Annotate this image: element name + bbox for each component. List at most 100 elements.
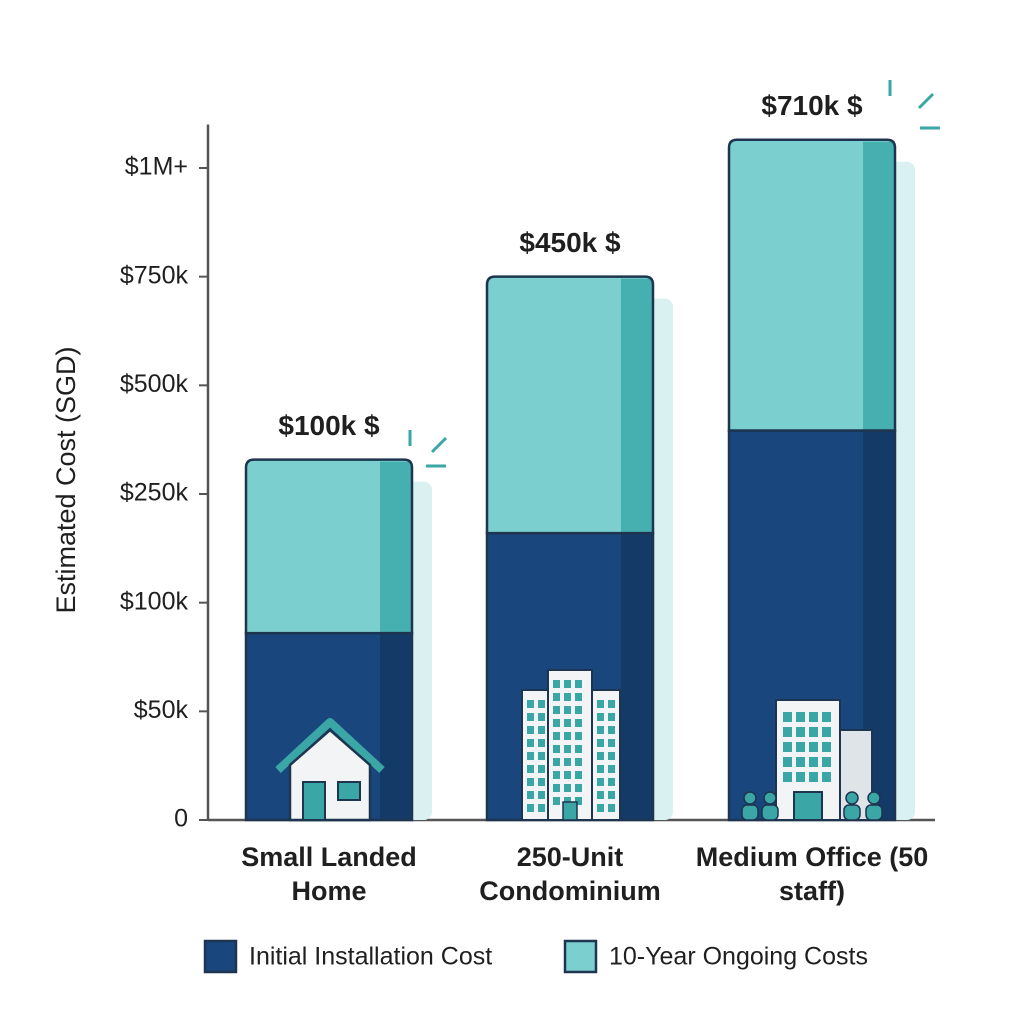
condo-window [553,680,560,688]
condo-window [575,745,582,753]
condo-window [597,700,604,708]
x-tick-label: Small Landed Home [241,842,417,906]
condo-window [608,804,615,812]
legend-label: Initial Installation Cost [249,943,492,971]
bar-segment [729,430,895,820]
legend-swatch [563,939,598,974]
office-window [783,712,792,722]
condo-window [564,758,571,766]
sparkle [430,436,448,454]
bar-outline [727,138,897,432]
y-tick-label: $1M+ [125,153,188,181]
condo-window [564,680,571,688]
condo-window [608,700,615,708]
person-body [865,804,883,821]
condo-window [553,797,560,805]
condo-block [521,689,551,821]
condo-window [527,778,534,786]
person-head [743,791,757,805]
office-window [809,772,818,782]
condo-window [575,680,582,688]
condo-window [575,784,582,792]
bar-shade [863,141,894,431]
condo-window [553,706,560,714]
condo-window [553,784,560,792]
office-window [822,712,831,722]
legend-swatch [203,939,238,974]
condo-window [553,771,560,779]
office-window [809,712,818,722]
office-window [796,757,805,767]
office-window [822,757,831,767]
condo-window [538,713,545,721]
condo-window [538,791,545,799]
condo-window [597,778,604,786]
office-window [783,742,792,752]
office-window [783,772,792,782]
y-tick-label: $250k [120,479,189,507]
condo-window [575,719,582,727]
x-tick-label: Medium Office (50 staff) [695,842,929,906]
y-tick-label: $500k [120,370,189,398]
condo-window [527,700,534,708]
condo-window [538,726,545,734]
condo-window [608,752,615,760]
condo-window [538,752,545,760]
person-head [845,791,859,805]
condo-window [553,758,560,766]
condo-window [553,719,560,727]
sparkle [917,92,935,110]
condo-window [538,739,545,747]
bar-outline [485,275,655,535]
x-tick-label: 250-Unit Condominium [479,842,661,906]
person-head [763,791,777,805]
condo-window [564,706,571,714]
condo-window [575,771,582,779]
condo-window [527,791,534,799]
condo-window [597,713,604,721]
bar-segment [729,139,895,431]
condo-window [597,726,604,734]
person-body [741,804,759,821]
bar-shade [380,633,411,820]
condo-window [597,804,604,812]
condo-window [608,713,615,721]
y-tick-label: $50k [134,696,189,724]
y-axis-title: Estimated Cost (SGD) [51,346,81,613]
y-tick-label: 0 [174,805,188,833]
house-roof [275,718,385,773]
office-window [809,727,818,737]
condo-window [564,797,571,805]
condo-window [527,739,534,747]
condo-window [564,745,571,753]
condo-window [564,693,571,701]
bar-shade [621,278,652,534]
office-window [796,772,805,782]
office-window [822,772,831,782]
bar-shade [621,533,652,820]
office-window [809,742,818,752]
condo-window [575,693,582,701]
house-window [337,781,361,801]
condo-window [538,804,545,812]
condo-window [564,771,571,779]
condo-window [527,713,534,721]
bar-annotation: $450k $ [519,227,621,258]
icons [275,80,940,822]
condo-block [591,689,621,821]
condo-window [608,791,615,799]
condo-window [564,719,571,727]
bar-annotation: $100k $ [278,410,380,441]
person-head [867,791,881,805]
person-body [843,804,861,821]
condo-window [608,765,615,773]
y-tick-label: $750k [120,261,189,289]
office-window [783,727,792,737]
condo-window [538,700,545,708]
condo-window [608,739,615,747]
condo-window [527,765,534,773]
condo-window [538,778,545,786]
condo-window [553,732,560,740]
condo-window [564,732,571,740]
